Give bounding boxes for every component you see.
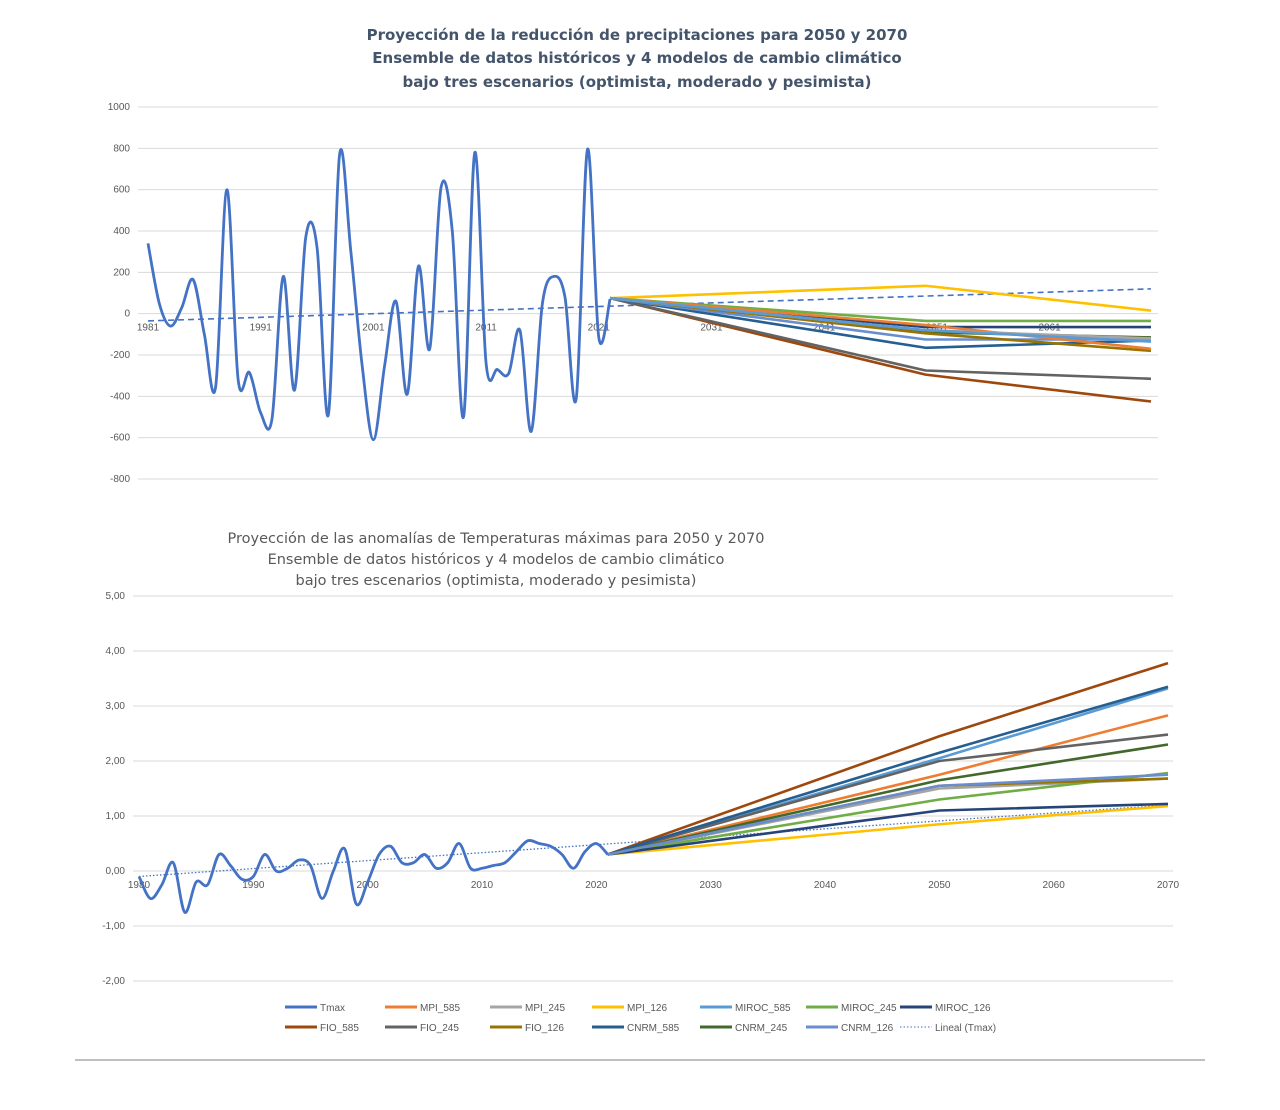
x-tick-label: 2020 [585,880,608,891]
projection-line-fio_585 [607,661,1169,856]
x-tick-label: 1981 [137,323,160,334]
y-tick-label: 1,00 [106,811,126,822]
historical-line [146,147,612,442]
projection-line-fio_245 [607,733,1169,856]
x-tick-label: 2031 [700,323,723,334]
projection-line [609,296,1152,381]
projection-line-miroc_126 [607,802,1169,856]
y-tick-label: 4,00 [106,646,126,657]
projection-line-mpi_585 [607,714,1169,856]
legend-item: MPI_585 [385,1003,460,1014]
legend-item: FIO_245 [385,1023,459,1034]
x-tick-label: 1991 [250,323,273,334]
projection-line [609,296,1151,323]
chart-title-line: Proyección de las anomalías de Temperatu… [228,531,765,547]
y-tick-label: 800 [113,143,130,154]
x-tick-label: 2001 [362,323,385,334]
chart-title-line: Ensemble de datos históricos y 4 modelos… [372,49,901,67]
projection-line [609,296,1152,350]
legend-label: MPI_126 [627,1003,667,1014]
chart-title-line: bajo tres escenarios (optimista, moderad… [403,73,872,91]
y-tick-label: 400 [113,226,130,237]
y-tick-label: 3,00 [106,701,126,712]
legend-item: MPI_245 [490,1003,565,1014]
x-tick-label: 2030 [700,880,723,891]
x-tick-label: 2050 [928,880,951,891]
legend-item: MPI_126 [592,1003,667,1014]
x-tick-label: 2011 [475,323,497,334]
legend-item: FIO_585 [285,1023,359,1034]
y-tick-label: -400 [110,391,130,402]
legend-label: Lineal (Tmax) [935,1023,996,1034]
y-tick-label: -200 [110,350,130,361]
legend-item: MIROC_585 [700,1003,791,1014]
x-tick-label: 2010 [471,880,494,891]
historical-line [137,839,609,914]
projection-line [609,296,1152,351]
legend-label: MPI_585 [420,1003,460,1014]
legend-label: CNRM_585 [627,1023,680,1034]
x-tick-label: 2041 [813,323,836,334]
legend-item: CNRM_245 [700,1023,788,1034]
projection-line [609,296,1152,403]
legend-item: CNRM_126 [806,1023,894,1034]
y-tick-label: 600 [113,185,130,196]
y-tick-label: 2,00 [106,756,126,767]
legend-item: MIROC_245 [806,1003,897,1014]
y-tick-label: 0 [124,309,130,320]
legend-label: Tmax [320,1003,345,1014]
x-tick-label: 1980 [128,880,151,891]
y-tick-label: -800 [110,474,130,485]
y-tick-label: 5,00 [106,591,126,602]
legend-label: CNRM_245 [735,1023,788,1034]
projection-line-cnrm_126 [607,773,1169,856]
legend-label: MIROC_245 [841,1003,897,1014]
legend-item: Lineal (Tmax) [900,1023,996,1034]
legend-label: FIO_585 [320,1023,359,1034]
legend-label: MPI_245 [525,1003,565,1014]
projection-line-cnrm_245 [607,743,1169,856]
y-tick-label: -1,00 [102,921,125,932]
y-tick-label: 0,00 [106,866,126,877]
chart-title-line: Proyección de la reducción de precipitac… [367,26,908,44]
x-tick-label: 2000 [357,880,380,891]
projection-line [610,284,1152,312]
x-tick-label: 2060 [1043,880,1066,891]
y-tick-label: -2,00 [102,976,125,987]
projection-line [609,296,1151,341]
tmax-anomaly-chart: Proyección de las anomalías de Temperatu… [102,531,1179,1034]
y-tick-label: 1000 [108,102,131,113]
legend-label: CNRM_126 [841,1023,894,1034]
x-tick-label: 2070 [1157,880,1180,891]
projection-line-mpi_126 [607,804,1169,856]
legend-label: MIROC_585 [735,1003,791,1014]
legend-item: FIO_126 [490,1023,564,1034]
legend-item: CNRM_585 [592,1023,680,1034]
x-tick-label: 1990 [242,880,265,891]
projection-line-cnrm_585 [607,685,1169,856]
legend-label: MIROC_126 [935,1003,991,1014]
chart-title-line: Ensemble de datos históricos y 4 modelos… [268,552,725,568]
legend-item: Tmax [285,1003,345,1014]
legend-label: FIO_245 [420,1023,459,1034]
x-tick-label: 2040 [814,880,837,891]
projection-line [609,296,1152,343]
legend-item: MIROC_126 [900,1003,991,1014]
precipitation-chart: Proyección de la reducción de precipitac… [108,26,1158,485]
legend-label: FIO_126 [525,1023,564,1034]
chart-title-line: bajo tres escenarios (optimista, moderad… [296,573,697,589]
y-tick-label: 200 [113,267,130,278]
y-tick-label: -600 [110,433,130,444]
